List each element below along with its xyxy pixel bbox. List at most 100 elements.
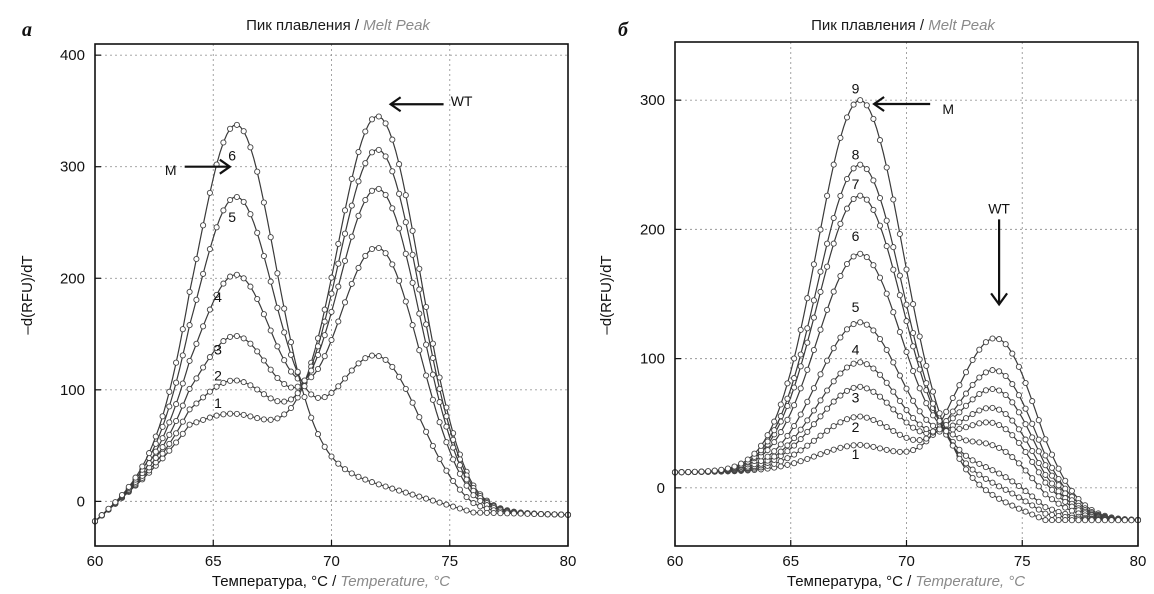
data-point (817, 288, 824, 295)
data-point (916, 421, 923, 428)
data-point (382, 191, 389, 198)
data-point (830, 423, 837, 430)
data-point (791, 451, 798, 458)
x-tick-label: 70 (898, 553, 915, 570)
data-point (870, 262, 877, 269)
series-markers-6 (671, 250, 1142, 524)
data-point (429, 442, 436, 449)
data-point (863, 254, 870, 261)
data-point (791, 422, 798, 430)
data-point (179, 326, 186, 333)
data-point (857, 383, 864, 390)
data-point (139, 463, 146, 470)
data-point (294, 368, 301, 375)
data-point (837, 334, 844, 341)
curve-number-label: 3 (214, 342, 222, 358)
y-tick-label: 200 (60, 270, 85, 287)
data-point (705, 468, 712, 475)
data-point (267, 327, 274, 334)
data-point (1035, 514, 1042, 521)
data-point (916, 408, 923, 415)
data-point (830, 398, 837, 405)
data-point (166, 419, 173, 426)
data-point (962, 402, 970, 409)
data-point (976, 390, 983, 398)
data-point (1055, 517, 1062, 524)
data-point (843, 205, 851, 212)
data-point (777, 413, 784, 420)
data-point (962, 415, 970, 422)
data-point (771, 427, 778, 434)
data-point (409, 491, 416, 498)
data-point (863, 414, 870, 421)
data-point (240, 198, 247, 205)
data-point (355, 360, 362, 367)
data-point (287, 384, 295, 391)
data-point (1015, 426, 1022, 433)
data-point (389, 136, 396, 143)
data-point (982, 440, 989, 447)
data-point (996, 483, 1003, 490)
data-point (843, 443, 851, 450)
data-point (870, 443, 877, 450)
data-point (1022, 488, 1029, 495)
data-point (982, 369, 989, 376)
data-point (876, 274, 884, 281)
curve-number-label: 4 (214, 289, 222, 305)
data-point (254, 415, 261, 422)
data-point (903, 448, 910, 455)
data-point (837, 370, 844, 377)
data-point (1002, 372, 1009, 380)
data-point (456, 470, 463, 477)
data-point (1101, 517, 1108, 524)
data-point (274, 304, 281, 311)
data-point (956, 425, 963, 432)
x-tick-label: 65 (782, 553, 799, 570)
annotation-m-label: M (942, 101, 954, 117)
data-point (1042, 510, 1049, 517)
data-point (287, 339, 295, 346)
data-point (200, 323, 207, 330)
data-point (923, 362, 930, 369)
data-point (982, 419, 989, 426)
data-point (423, 495, 430, 502)
data-point (531, 510, 538, 518)
data-point (1062, 477, 1069, 484)
panel-a-letter: a (22, 19, 32, 41)
data-point (308, 391, 315, 398)
data-point (949, 426, 956, 433)
data-point (443, 439, 450, 446)
data-point (173, 379, 180, 386)
data-point (943, 428, 950, 435)
data-point (883, 423, 890, 431)
data-point (179, 352, 186, 359)
data-point (179, 380, 186, 387)
x-tick-label: 70 (323, 553, 340, 570)
panel-b-letter: б (618, 19, 629, 41)
data-point (718, 466, 725, 473)
data-point (348, 470, 355, 477)
data-point (396, 277, 403, 284)
data-point (159, 450, 166, 457)
data-point (797, 363, 804, 370)
data-point (1095, 517, 1102, 524)
data-point (989, 404, 996, 411)
panel-b-y-axis-label: –d(RFU)/dT (598, 255, 615, 334)
y-tick-label: 100 (60, 382, 85, 399)
data-point (804, 366, 811, 373)
data-point (890, 244, 897, 251)
data-point (830, 288, 837, 295)
data-point (771, 418, 778, 425)
data-point (389, 363, 396, 370)
data-point (1029, 511, 1036, 518)
curve-number-label: 4 (852, 342, 860, 358)
data-point (870, 115, 877, 122)
data-point (287, 368, 295, 375)
data-point (220, 139, 227, 146)
data-point (1029, 475, 1036, 482)
data-point (267, 366, 274, 373)
data-point (558, 511, 565, 518)
data-point (382, 356, 389, 363)
